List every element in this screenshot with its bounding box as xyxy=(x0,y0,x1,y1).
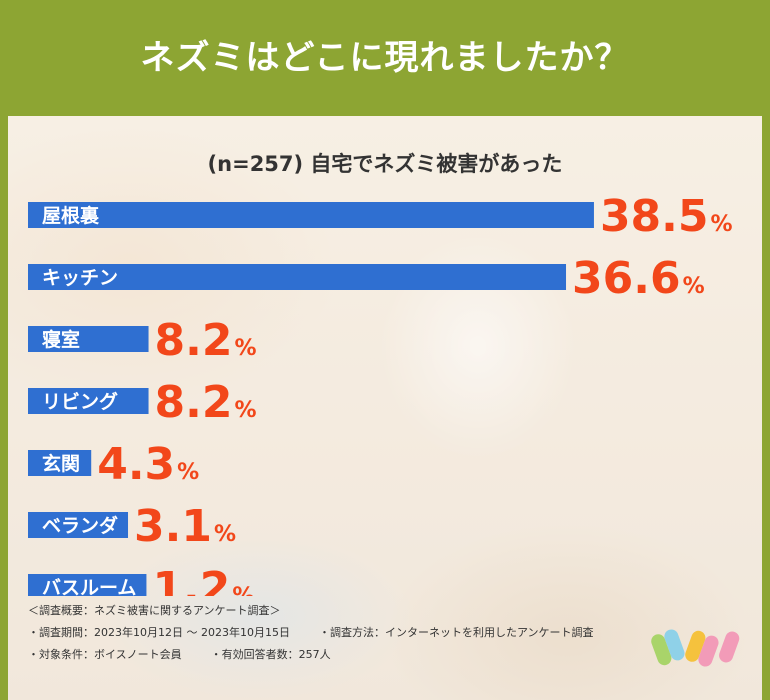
page-title: ネズミはどこに現れましたか？ xyxy=(140,37,630,78)
brand-logo-icon xyxy=(651,629,740,667)
note-target: ・対象条件：ボイスノート会員 xyxy=(28,648,182,661)
bar xyxy=(28,264,567,290)
bar-category-label: キッチン xyxy=(42,267,118,289)
bar-value-label: 8.2% xyxy=(155,315,257,366)
bar-value-label: 36.6% xyxy=(572,253,705,304)
bar xyxy=(28,202,594,228)
bar xyxy=(28,450,92,476)
bar-category-label: 寝室 xyxy=(42,328,80,351)
bar xyxy=(28,326,149,352)
note-row-2: ・対象条件：ボイスノート会員 ・有効回答者数：257人 xyxy=(28,644,594,666)
bar xyxy=(28,512,129,538)
bar-value-label: 4.3% xyxy=(97,439,199,490)
chart-panel: (n=257) 自宅でネズミ被害があった 屋根裏 38.5% キッチン 36.6% 寝室… xyxy=(8,116,762,700)
bar-category-label: 屋根裏 xyxy=(42,204,100,227)
note-period: ・調査期間：2023年10月12日 ～ 2023年10月15日 xyxy=(28,626,290,639)
bar-value-label: 1.2% xyxy=(152,563,254,596)
bar-category-label: バスルーム xyxy=(42,577,136,596)
bar-chart: 屋根裏 38.5% キッチン 36.6% 寝室 8.2% リビング 8.2% 玄関 4.3% ベラン… xyxy=(28,191,733,596)
note-count: ・有効回答者数：257人 xyxy=(210,648,331,661)
header-banner: ネズミはどこに現れましたか？ xyxy=(0,0,770,108)
bar-category-label: 玄関 xyxy=(42,452,80,475)
bar xyxy=(28,388,149,414)
bar-value-label: 3.1% xyxy=(134,501,236,552)
survey-notes: ＜調査概要：ネズミ被害に関するアンケート調査＞ ・調査期間：2023年10月12… xyxy=(28,600,594,666)
bar-value-label: 38.5% xyxy=(600,191,733,242)
note-overview: ＜調査概要：ネズミ被害に関するアンケート調査＞ xyxy=(28,604,281,617)
note-row-1: ・調査期間：2023年10月12日 ～ 2023年10月15日 ・調査方法：イン… xyxy=(28,622,594,644)
chart-subtitle: (n=257) 自宅でネズミ被害があった xyxy=(207,152,563,176)
bar-value-label: 8.2% xyxy=(155,377,257,428)
note-method: ・調査方法：インターネットを利用したアンケート調査 xyxy=(318,626,594,639)
bar-category-label: リビング xyxy=(42,390,118,413)
bar-category-label: ベランダ xyxy=(42,514,118,537)
bar xyxy=(28,574,147,596)
